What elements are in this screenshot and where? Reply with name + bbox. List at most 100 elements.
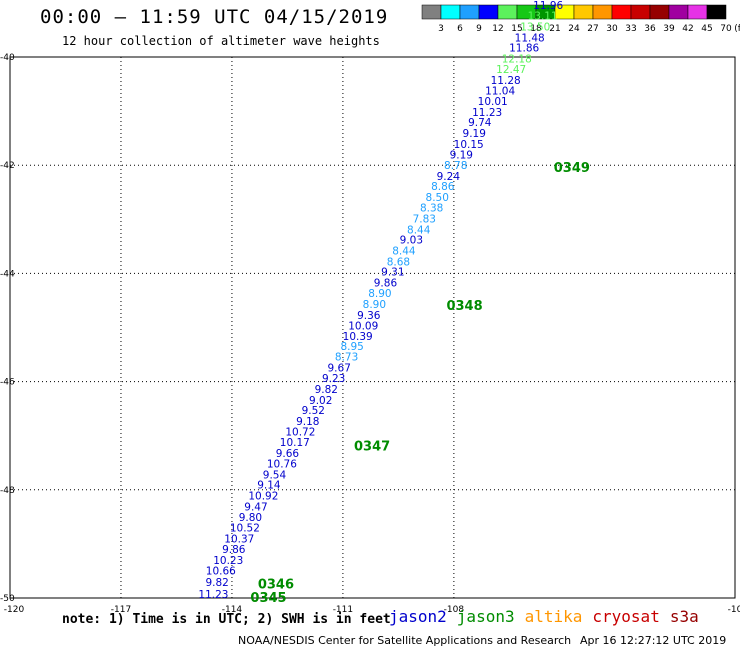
wave-height-value: 9.31 — [381, 267, 404, 279]
wave-height-value: 8.86 — [431, 181, 455, 193]
wave-height-value: 9.47 — [244, 501, 267, 513]
latitude-label: -50 — [0, 594, 15, 604]
wave-height-value: 9.74 — [468, 117, 492, 129]
color-scale-label: 3 — [438, 24, 444, 34]
wave-height-value: 10.39 — [343, 331, 373, 343]
credit-text: NOAA/NESDIS Center for Satellite Applica… — [238, 634, 572, 647]
note-text: note: 1) Time is in UTC; 2) SWH is in fe… — [62, 612, 391, 627]
latitude-label: -46 — [0, 378, 15, 388]
wave-height-value: 9.82 — [205, 577, 228, 589]
wave-height-value: 9.86 — [374, 277, 398, 289]
color-scale-label: 45 — [701, 24, 712, 34]
wave-height-value: 8.38 — [420, 203, 443, 215]
legend-s3a: s3a — [669, 607, 699, 626]
wave-height-value: 10.37 — [224, 533, 254, 545]
wave-height-value: 9.66 — [276, 448, 300, 460]
wave-height-value: 10.09 — [348, 321, 378, 333]
time-label: 0345 — [250, 591, 286, 606]
wave-height-value: 10.72 — [285, 427, 315, 439]
longitude-label: -108 — [444, 605, 465, 615]
wave-height-value: 8.90 — [368, 288, 391, 300]
color-scale-label: 36 — [644, 24, 656, 34]
color-scale-label: 33 — [625, 24, 636, 34]
wave-height-value: 9.19 — [463, 128, 486, 140]
time-label: 0349 — [554, 161, 590, 176]
map-frame — [9, 56, 736, 599]
wave-height-value: 13.18 — [539, 0, 569, 2]
color-scale-label: 70 — [720, 24, 732, 34]
wave-height-value: 8.68 — [387, 256, 410, 268]
latitude-label: -44 — [0, 269, 15, 279]
time-label: 0346 — [258, 577, 294, 592]
wave-height-value: 11.48 — [515, 32, 545, 44]
wave-height-value: 8.90 — [363, 299, 386, 311]
legend-cryosat: cryosat — [592, 607, 660, 626]
wave-height-value: 10.76 — [267, 459, 297, 471]
wave-height-value: 11.28 — [491, 75, 521, 87]
time-label: 0347 — [354, 440, 390, 455]
wave-height-value: 10.17 — [280, 437, 310, 449]
page-title: 00:00 – 11:59 UTC 04/15/2019 — [40, 6, 389, 28]
satellite-legend: jason2 jason3 altika cryosat s3a — [389, 607, 709, 626]
wave-height-value: 8.95 — [340, 341, 363, 353]
wave-height-value: 12.18 — [502, 53, 532, 65]
wave-height-value: 13.50 — [520, 21, 550, 33]
wave-height-value: 9.19 — [450, 150, 473, 162]
color-scale-label: 6 — [457, 24, 463, 34]
wave-height-value: 8.44 — [407, 224, 431, 236]
wave-height-value: 9.54 — [263, 469, 287, 481]
wave-height-value: 9.52 — [302, 405, 325, 417]
latitude-label: -40 — [0, 53, 15, 63]
wave-height-value: 10.15 — [454, 139, 484, 151]
color-scale-label: 15 — [511, 24, 522, 34]
legend-altika: altika — [524, 607, 583, 626]
time-label: 0348 — [446, 299, 482, 314]
color-scale-label: 21 — [549, 24, 560, 34]
wave-height-value: 10.66 — [206, 566, 236, 578]
wave-height-value: 9.03 — [400, 235, 423, 247]
color-scale-label: 39 — [663, 24, 675, 34]
longitude-label: -114 — [222, 605, 243, 615]
wave-height-value: 11.04 — [485, 85, 515, 97]
map-border — [9, 56, 736, 599]
wave-height-value: 8.50 — [426, 192, 449, 204]
latitude-label: -42 — [0, 161, 15, 171]
wave-height-value: 13.11 — [528, 11, 558, 23]
wave-height-value: 8.78 — [444, 160, 467, 172]
page-subtitle: 12 hour collection of altimeter wave hei… — [62, 34, 380, 48]
wave-height-value: 9.23 — [322, 373, 345, 385]
wave-height-value: 9.24 — [437, 171, 461, 183]
wave-height-value: 10.52 — [230, 522, 260, 534]
color-scale-label: 24 — [568, 24, 580, 34]
generated-timestamp: Apr 16 12:27:12 UTC 2019 — [580, 634, 727, 647]
graticule — [10, 57, 735, 598]
wave-height-value: 9.82 — [315, 384, 338, 396]
wave-height-value: 8.44 — [392, 245, 416, 257]
longitude-label: -120 — [4, 605, 25, 615]
wave-height-value: 10.92 — [248, 491, 278, 503]
wave-height-value: 9.67 — [328, 362, 351, 374]
wave-height-value: 8.73 — [335, 352, 358, 364]
wave-height-value: 9.14 — [257, 480, 281, 492]
color-scale-label: 27 — [587, 24, 598, 34]
wave-height-value: 7.83 — [413, 214, 436, 226]
legend-jason2: jason2 — [389, 607, 447, 626]
color-scale-label: 12 — [492, 24, 503, 34]
wave-height-value: 9.80 — [239, 512, 262, 524]
wave-height-value: 10.01 — [478, 96, 508, 108]
wave-height-value: 9.86 — [222, 544, 246, 556]
wave-height-value: 9.36 — [357, 310, 381, 322]
color-scale-label: 18 — [530, 24, 542, 34]
wave-height-labels: 11.239.8210.6610.239.8610.3710.529.809.4… — [198, 0, 568, 601]
color-scale-swatch — [706, 4, 727, 20]
color-scale-label: 30 — [606, 24, 618, 34]
axis-labels: -120 -117 -114 -111 -108 -10 -40 -42 -44 -46 -48 -5… — [0, 53, 740, 615]
longitude-label: -111 — [333, 605, 353, 615]
wave-height-value: 10.23 — [213, 555, 243, 567]
color-scale-label: (ft) — [734, 24, 740, 34]
wave-height-value: 9.02 — [309, 395, 332, 407]
latitude-label: -48 — [0, 486, 15, 496]
wave-height-value: 12.47 — [496, 64, 526, 76]
